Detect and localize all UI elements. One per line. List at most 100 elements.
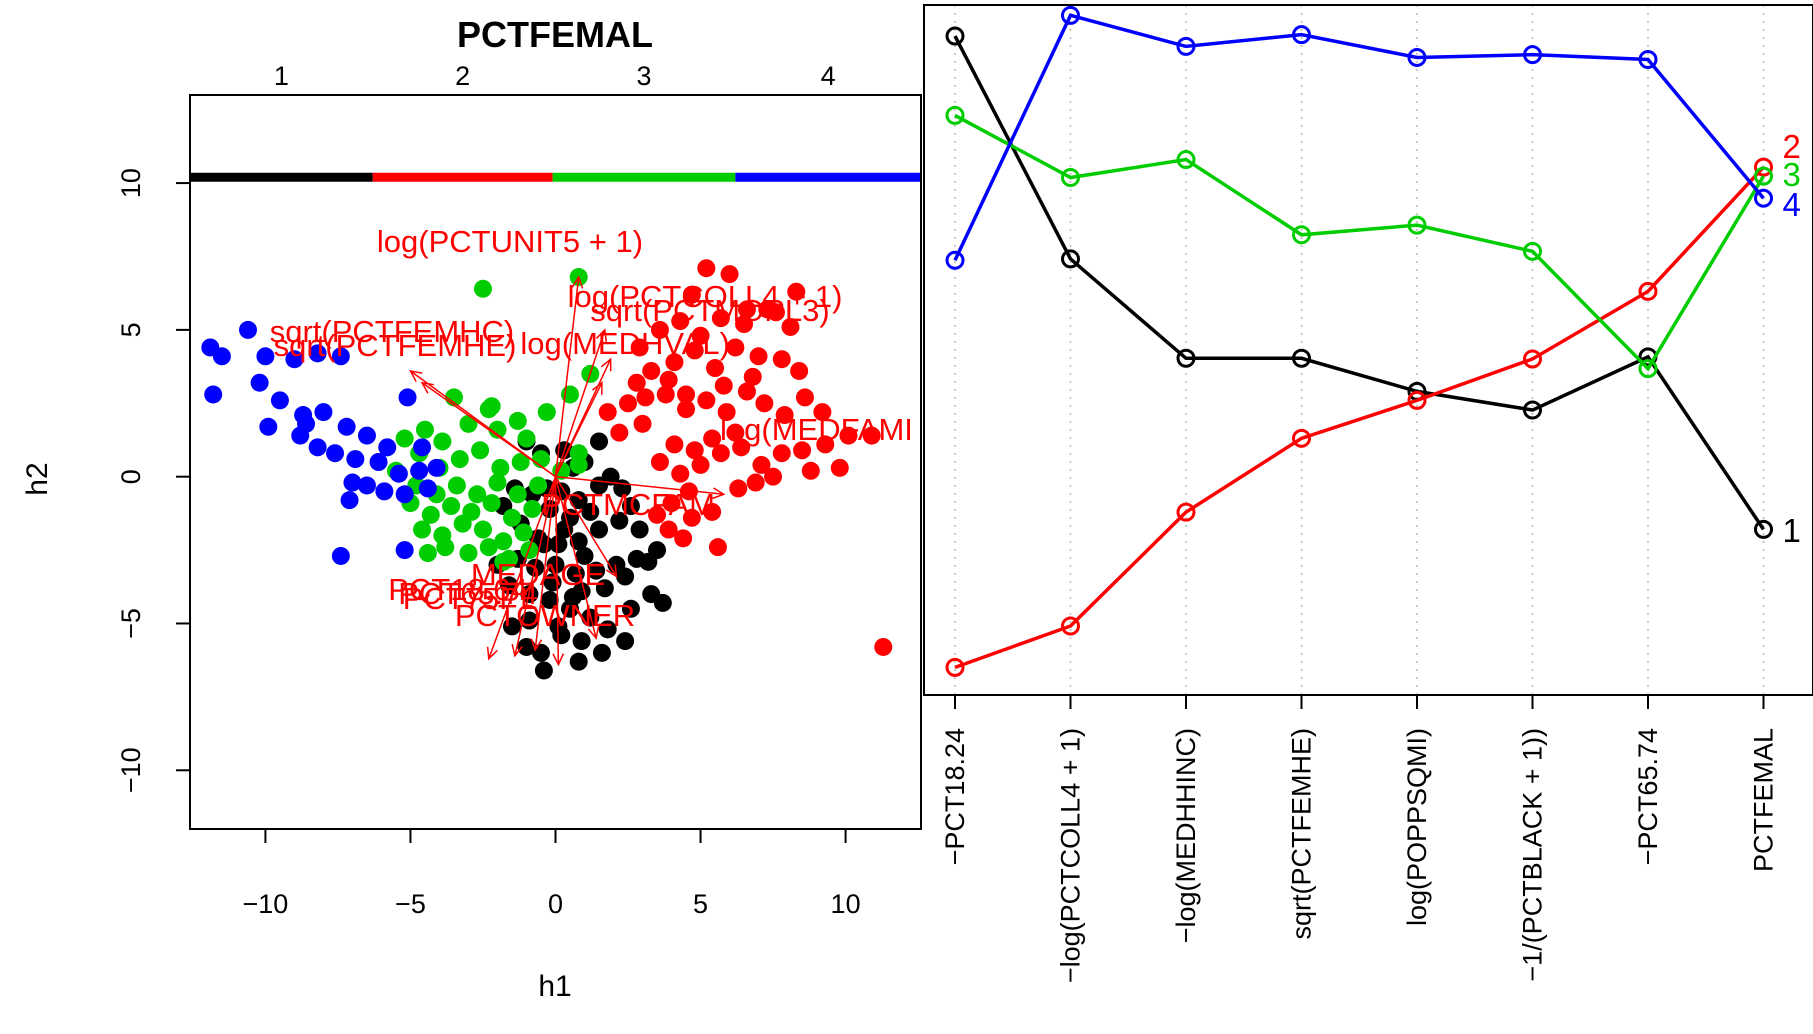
scatter-point [790,361,809,380]
scatter-point [656,385,675,404]
arrow-head [552,653,565,667]
scatter-point [471,441,490,460]
biplot-frame [189,94,922,830]
pc-series-line [954,165,1765,670]
loading-arrow [534,476,557,650]
scatter-point [685,441,704,460]
scatter-point [413,438,432,457]
scatter-point [473,279,492,298]
loading-arrows: log(PCTUNIT5 + 1)log(PCTCOLL4 + 1)sqrt(P… [270,224,913,667]
scatter-point [459,544,478,563]
pc-category-label: −log(MEDHHINC) [1171,728,1201,943]
scatter-point [816,435,835,454]
scatter-point [737,382,756,401]
scatter-point [677,400,696,419]
scatter-point [685,341,704,360]
pc-category-label: −PCT18.24 [940,728,970,865]
scatter-point [616,632,635,651]
pc-series-point [1754,188,1773,208]
scatter-point [648,505,667,524]
pc-frame [923,4,1813,696]
scatter-point [563,588,582,607]
scatter-point [590,520,609,539]
scatter-point [874,637,893,656]
scatter-point [653,593,672,612]
pc-series-point [1061,249,1080,269]
arrow-head [605,564,618,578]
scatter-point [598,620,617,639]
loading-arrow [554,476,560,665]
arrow-head [571,275,584,289]
arrow-label: sqrt(PCTFEMHE) [274,328,517,363]
arrow-head [591,381,603,395]
scatter-point [764,467,783,486]
scatter-point [630,338,649,357]
scatter-point [491,458,510,477]
scatter-point [482,494,501,513]
scatter-point [572,632,591,651]
loading-arrow [514,476,557,656]
arrow-label: PCT18.64 [388,572,528,607]
scatter-point [297,414,316,433]
pc-series-point [1754,157,1773,177]
pc-series-point [1061,168,1080,187]
pc-series-point [1638,50,1658,70]
pc-series-point [945,105,965,125]
scatter-point [755,394,774,413]
scatter-point [357,426,376,445]
scatter-point [256,347,275,366]
y-tick-label: 5 [116,322,146,337]
arrow-label: log(PCTUNIT5 + 1) [377,224,643,259]
scatter-point [514,523,533,542]
top-tick-label: 3 [636,61,651,91]
scatter-point [389,464,408,483]
scatter-point [581,502,600,521]
loading-arrow [421,382,556,478]
scatter-point [706,359,725,378]
loading-arrow [554,329,606,477]
arrow-head [600,357,612,372]
scatter-point [839,426,858,445]
x-tick-label: 10 [831,889,861,919]
top-tick-label: 1 [274,61,289,91]
scatter-point [529,476,548,495]
scatter-point [398,388,417,407]
arrow-head [595,328,608,342]
scatter-point [601,467,620,486]
pc-series-line [954,113,1766,372]
scatter-point [569,652,588,671]
scatter-point [508,411,527,430]
scatter-point [639,552,658,571]
x-tick-label: −10 [243,889,289,919]
loading-arrow [554,276,580,477]
scatter-point [508,485,527,504]
x-axis-label: h1 [538,970,571,1003]
scatter-point [610,423,629,442]
arrow-label: PCT75PL [403,581,537,616]
scatter-point [598,403,617,422]
pc-end-label: 1 [1783,512,1801,549]
scatter-point [714,376,733,395]
scatter-point [494,532,513,551]
y-tick-label: 0 [116,469,146,484]
x-tick-label: 0 [548,889,563,919]
pc-axis: −PCT18.24 −log(PCTCOLL4 + 1) −log(MEDHHINC… [940,694,1779,983]
scatter-point [587,561,606,580]
biplot-panel: PCTFEMAL h1 h2 −10 −5 0 5 10 −10 −5 0 5 10 1 2 3 4 lo… [21,14,922,1003]
scatter-point [862,426,881,445]
pc-series-point [1292,25,1311,45]
scatter-point [502,508,521,527]
scatter-point [781,317,800,336]
scatter-point [534,661,553,680]
scatter-point [630,520,649,539]
scatter-point [726,423,745,442]
scatter-point [575,546,594,565]
scatter-point [427,458,446,477]
scatter-point [708,538,727,557]
scatter-point [619,394,638,413]
scatter-point [343,473,362,492]
scatter-point [590,432,609,451]
scatter-point [732,438,751,457]
loading-arrow [555,475,724,496]
pc-series-point [1638,359,1658,379]
